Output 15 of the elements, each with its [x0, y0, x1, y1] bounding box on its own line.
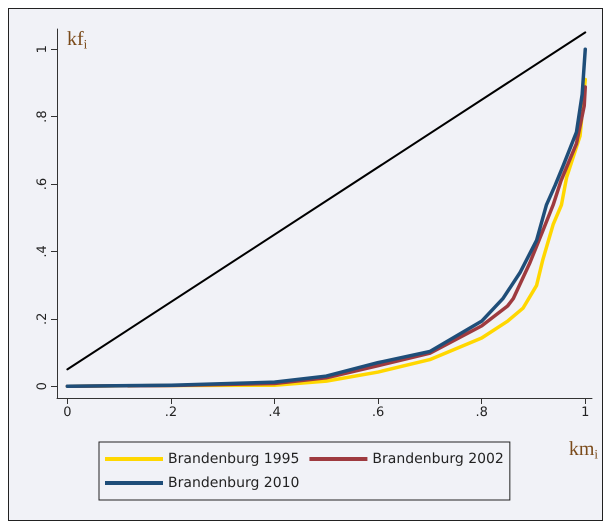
x-tick-label: 1 [581, 405, 590, 420]
y-tick-label: 1 [35, 45, 50, 54]
x-tick-label: 0 [63, 405, 72, 420]
x-tick-label: .2 [164, 405, 178, 420]
y-tick-label: .8 [35, 110, 50, 123]
legend-label: Brandenburg 1995 [168, 451, 300, 467]
y-tick-label: .2 [35, 312, 50, 326]
y-tick-label: .4 [35, 245, 50, 258]
y-tick-label: 0 [35, 382, 50, 390]
x-tick-label: .8 [475, 405, 488, 420]
legend-label: Brandenburg 2002 [372, 451, 504, 467]
x-tick-label: .6 [372, 405, 384, 420]
legend-label: Brandenburg 2010 [168, 475, 300, 491]
y-tick-label: .6 [35, 178, 50, 190]
x-tick-label: .4 [268, 405, 281, 420]
